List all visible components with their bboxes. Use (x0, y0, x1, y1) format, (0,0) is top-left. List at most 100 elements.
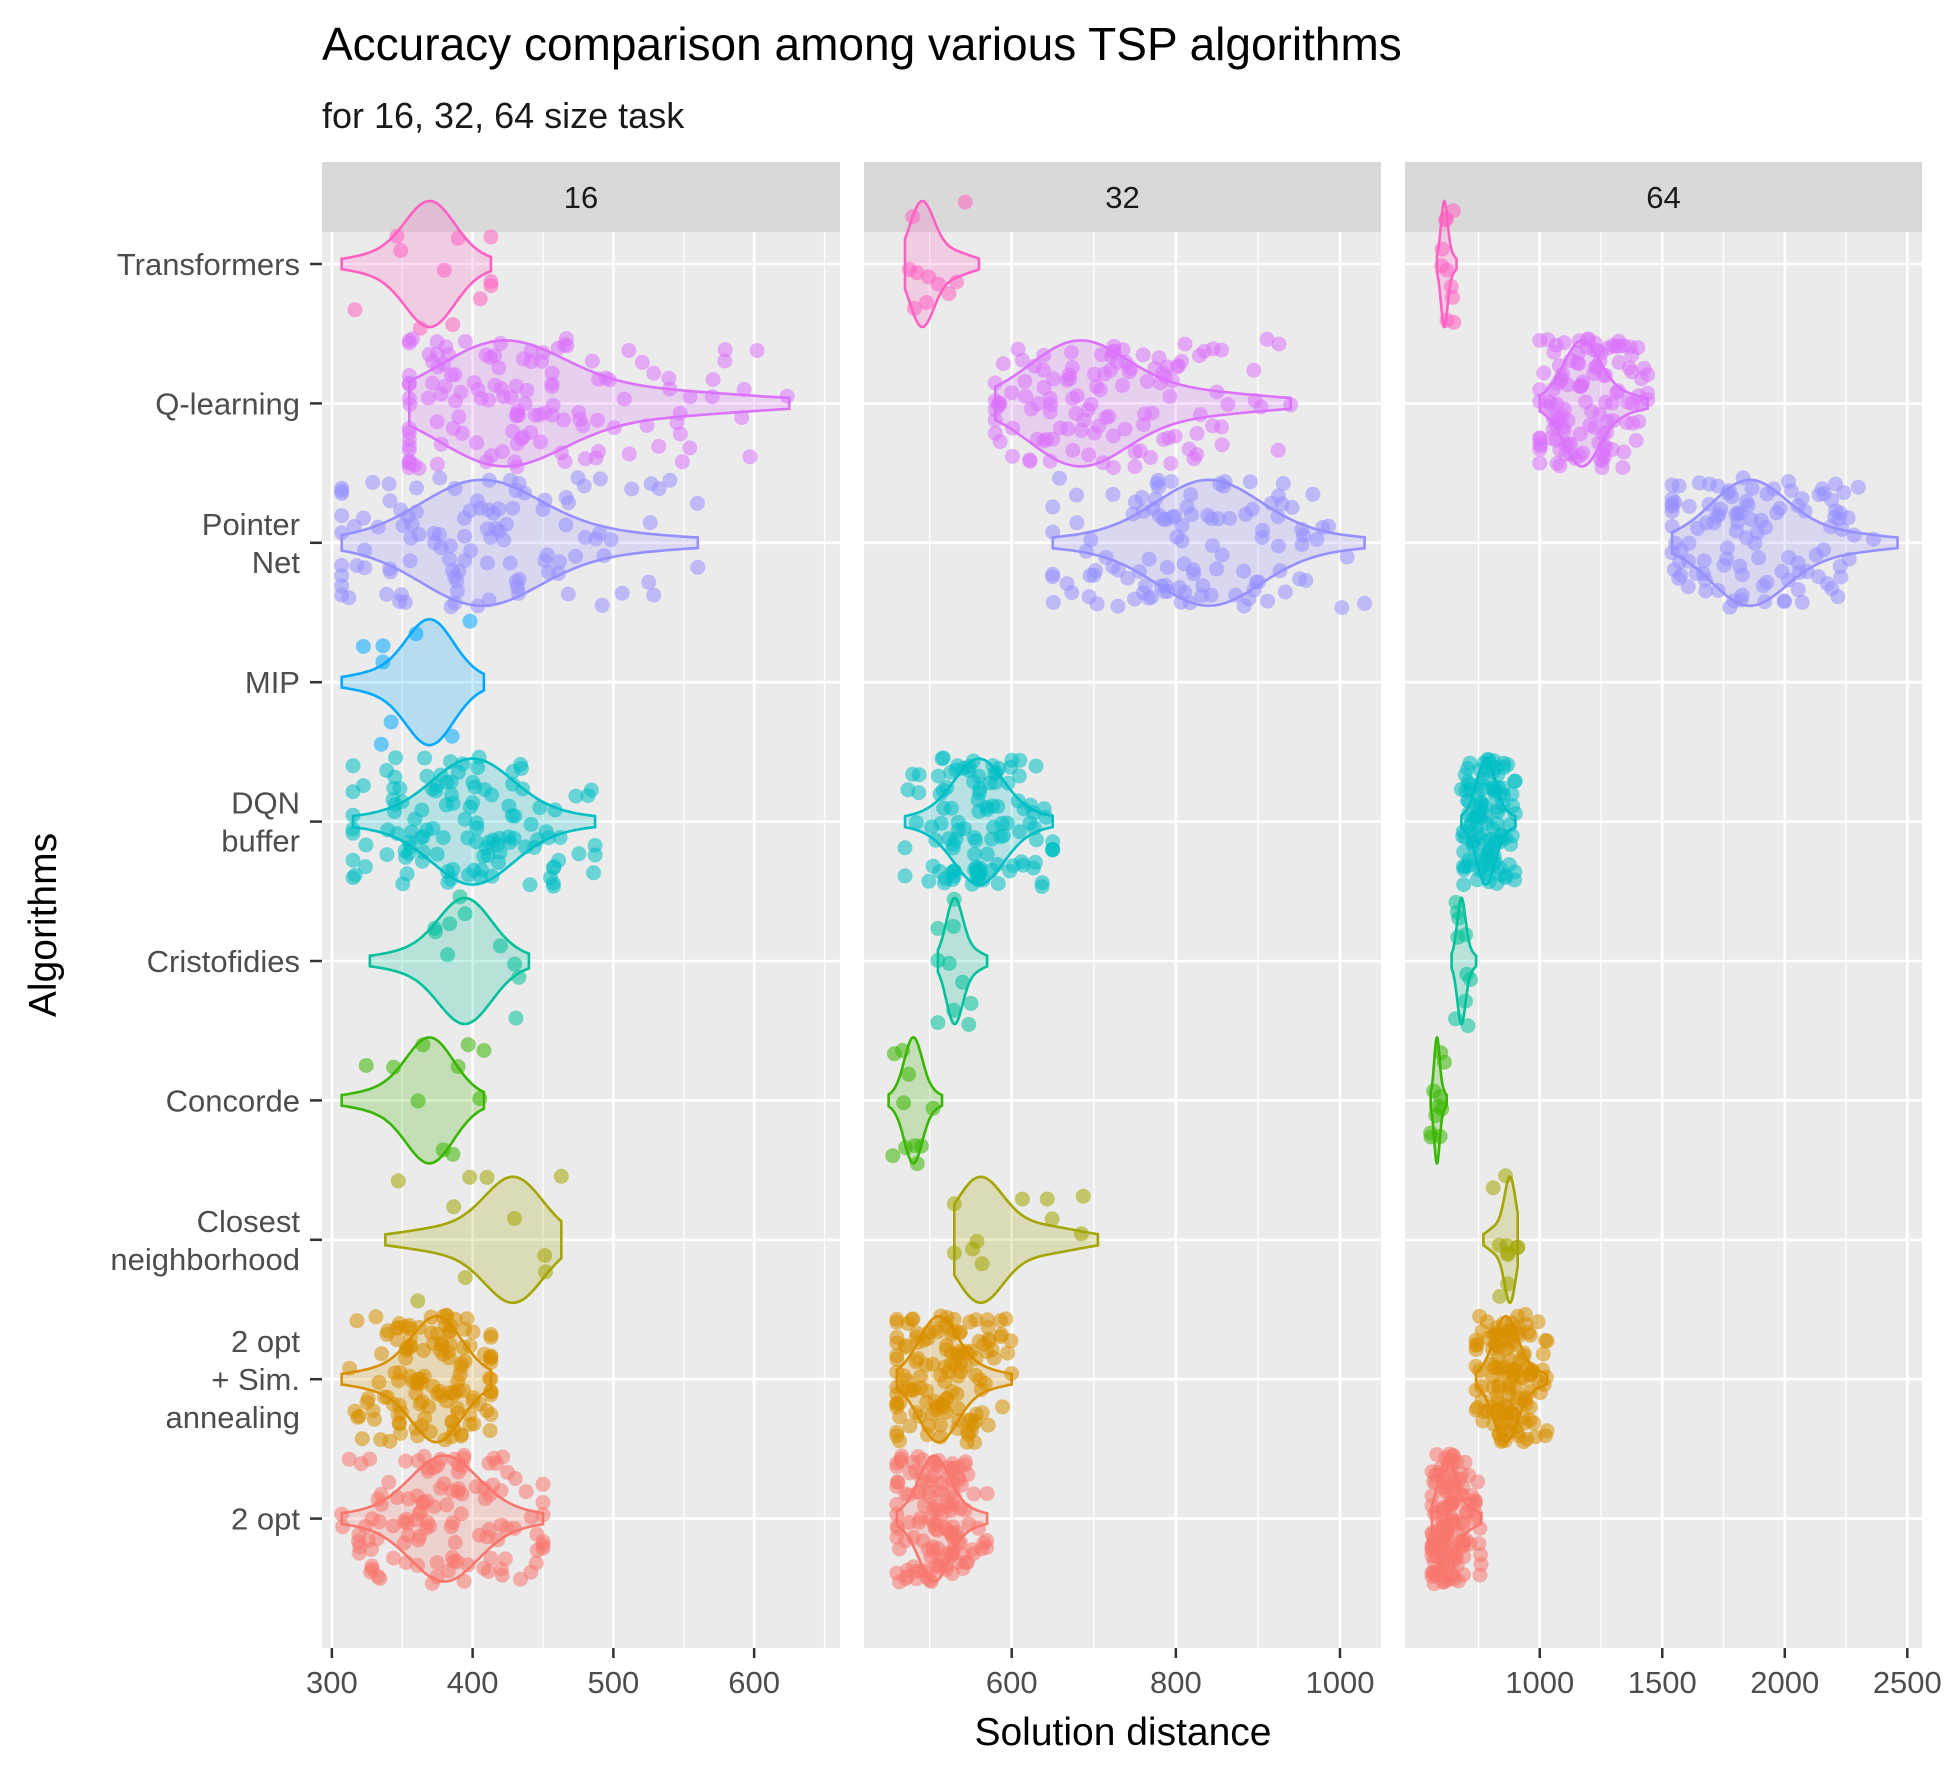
data-point (1532, 382, 1548, 397)
data-point (1846, 527, 1862, 543)
data-point (1241, 591, 1257, 607)
data-point (896, 1095, 912, 1111)
data-point (1429, 1447, 1445, 1462)
data-point (396, 1535, 412, 1551)
data-point (1083, 396, 1099, 412)
data-point (1214, 437, 1230, 453)
data-point (1450, 929, 1466, 945)
data-point (1468, 1337, 1484, 1353)
data-point (472, 1527, 487, 1543)
data-point (535, 1495, 551, 1510)
points-closest-neighborhood (390, 1168, 569, 1309)
data-point (1501, 1380, 1517, 1396)
data-point (1131, 564, 1147, 579)
data-point (980, 1417, 996, 1433)
data-point (441, 347, 457, 362)
data-point (535, 1476, 551, 1492)
data-point (912, 1369, 928, 1384)
data-point (1082, 568, 1098, 583)
data-point (462, 1407, 478, 1423)
data-point (1216, 478, 1232, 494)
data-point (993, 1329, 1009, 1345)
data-point (1724, 489, 1740, 505)
data-point (682, 389, 698, 405)
data-point (435, 830, 451, 846)
data-point (1270, 509, 1286, 525)
data-point (450, 1059, 466, 1075)
data-point (502, 555, 518, 571)
data-point (1640, 385, 1656, 401)
data-point (481, 392, 497, 408)
data-point (979, 1486, 995, 1502)
data-point (513, 1571, 528, 1587)
data-point (591, 444, 606, 459)
data-point (426, 526, 442, 541)
data-point (1022, 453, 1038, 469)
data-point (1277, 584, 1293, 600)
data-point (1468, 1511, 1484, 1527)
data-point (351, 1533, 366, 1549)
data-point (1814, 481, 1830, 497)
data-point (444, 367, 459, 383)
data-point (391, 1416, 407, 1432)
data-point (545, 397, 561, 413)
y-tick-label-mip: MIP (245, 665, 300, 700)
data-point (347, 302, 363, 318)
data-point (1294, 537, 1310, 552)
data-point (1260, 593, 1276, 609)
data-point (1106, 344, 1121, 360)
data-point (1038, 809, 1054, 825)
data-point (908, 1329, 924, 1345)
data-point (482, 1370, 498, 1386)
data-point (482, 1487, 498, 1503)
data-point (345, 825, 361, 841)
data-point (511, 407, 526, 423)
data-point (392, 781, 408, 796)
data-point (704, 389, 720, 405)
data-point (962, 758, 977, 774)
data-point (1135, 585, 1151, 601)
data-point (1433, 1460, 1449, 1475)
data-point (1493, 1407, 1509, 1423)
data-point (889, 1351, 905, 1367)
data-point (1069, 487, 1084, 503)
data-point (355, 639, 371, 654)
data-point (357, 542, 373, 558)
data-point (334, 508, 350, 524)
data-point (1472, 1362, 1488, 1378)
data-point (446, 1199, 462, 1215)
data-point (551, 566, 566, 582)
data-point (355, 778, 371, 794)
data-point (624, 481, 640, 497)
data-point (1597, 367, 1613, 383)
data-point (419, 768, 435, 784)
data-point (1769, 505, 1785, 521)
data-point (535, 345, 551, 361)
x-tick-label: 600 (728, 1665, 780, 1700)
data-point (1447, 1471, 1463, 1487)
data-point (1156, 584, 1172, 599)
data-point (1823, 519, 1839, 535)
data-point (955, 974, 971, 990)
data-point (596, 548, 612, 564)
data-point (1582, 417, 1598, 433)
data-point (929, 1399, 945, 1415)
data-point (556, 412, 572, 428)
data-point (1028, 832, 1044, 848)
data-point (925, 1356, 941, 1372)
data-point (445, 861, 461, 877)
data-point (705, 372, 721, 387)
data-point (955, 1561, 971, 1576)
data-point (401, 368, 417, 383)
data-point (1061, 367, 1077, 383)
x-tick-label: 600 (986, 1665, 1038, 1700)
data-point (736, 381, 752, 397)
data-point (1196, 343, 1212, 359)
data-point (440, 947, 456, 963)
data-point (1034, 875, 1050, 891)
data-point (1448, 1011, 1463, 1027)
data-point (404, 824, 420, 840)
data-point (958, 1454, 973, 1470)
data-point (422, 1518, 438, 1534)
data-point (932, 864, 948, 879)
